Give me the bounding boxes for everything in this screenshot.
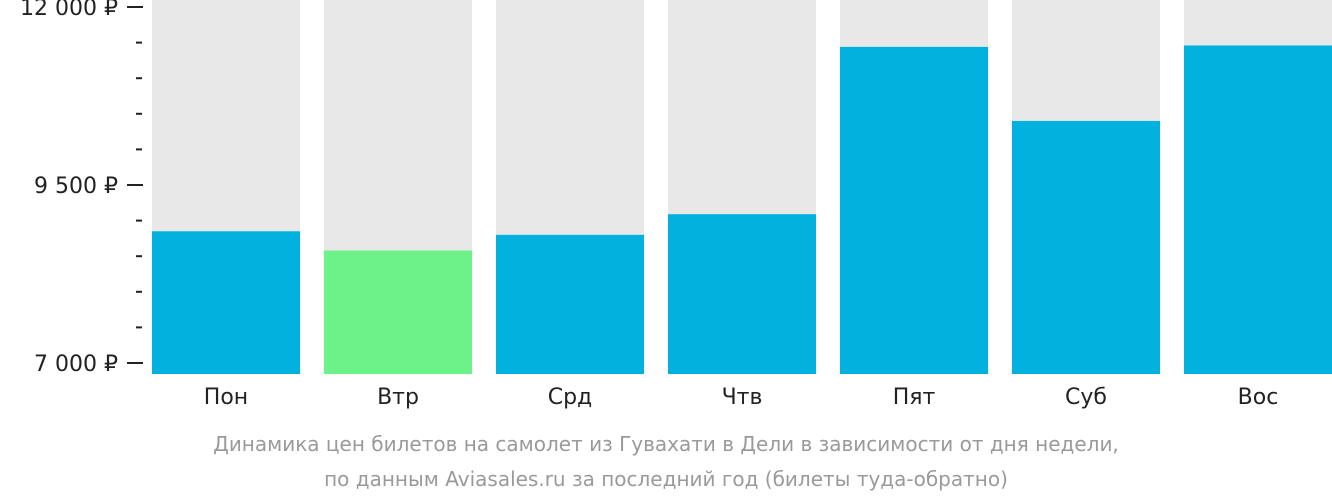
x-tick-label-2: Срд [548,385,593,410]
bar-1 [324,250,472,374]
x-tick-label-1: Втр [377,385,419,410]
x-tick-label-4: Пят [893,385,936,410]
x-tick-label-0: Пон [204,385,248,410]
bars [152,45,1332,374]
chart-caption-line-1: Динамика цен билетов на самолет из Гувах… [213,432,1119,456]
y-tick-label-2: 12 000 ₽ [20,0,118,21]
x-tick-label-6: Вос [1238,385,1279,410]
bar-4 [840,46,988,374]
x-axis-labels: Пон Втр Срд Чтв Пят Суб Вос [204,385,1279,410]
x-tick-label-5: Суб [1065,385,1107,410]
bar-0 [152,231,300,374]
bar-6 [1184,45,1332,374]
x-tick-label-3: Чтв [722,385,763,410]
bar-2 [496,234,644,374]
bar-3 [668,214,816,374]
price-by-weekday-chart: 7 000 ₽ 9 500 ₽ 12 000 ₽ Пон Втр Срд Чтв Пят Су… [20,0,1332,410]
y-axis: 7 000 ₽ 9 500 ₽ 12 000 ₽ [20,0,143,377]
bar-5 [1012,120,1160,374]
y-tick-label-0: 7 000 ₽ [34,352,118,377]
chart-caption-line-2: по данным Aviasales.ru за последний год … [324,467,1008,491]
y-tick-label-1: 9 500 ₽ [34,174,118,199]
